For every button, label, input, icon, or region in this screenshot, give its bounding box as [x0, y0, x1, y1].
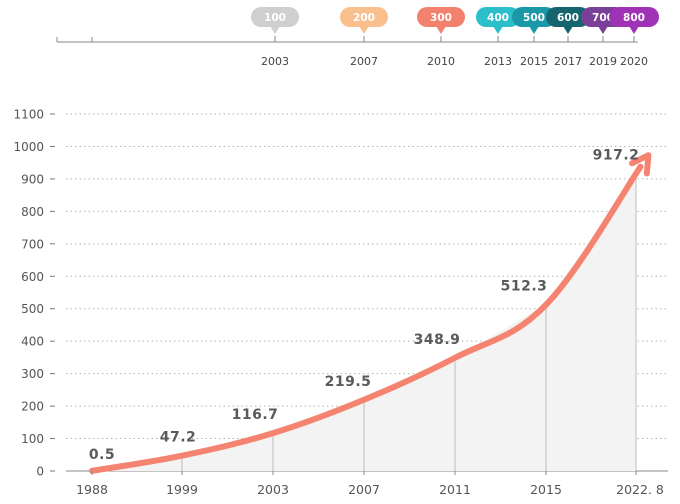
y-tick-label: 500	[21, 302, 44, 316]
data-point	[179, 453, 185, 459]
x-tick-label: 2007	[348, 482, 380, 497]
badge-pointer	[529, 26, 539, 34]
timeline-year: 2013	[484, 55, 512, 68]
data-label: 512.3	[501, 279, 548, 295]
data-label: 116.7	[232, 407, 279, 423]
x-tick-label: 2015	[530, 482, 562, 497]
badge-value: 200	[353, 12, 375, 24]
data-point	[633, 170, 639, 176]
badge-value: 400	[487, 12, 509, 24]
milestone-badge: 200	[340, 7, 388, 34]
y-tick-label: 200	[21, 400, 44, 414]
badge-value: 100	[264, 12, 286, 24]
timeline-year: 2010	[427, 55, 455, 68]
y-tick-label: 700	[21, 237, 44, 251]
y-tick-label: 100	[21, 432, 44, 446]
plot-area: 0.5 47.2 116.7 219.5 348.9 512.3 917.2 1988 1999…	[76, 147, 664, 497]
milestone-badge: 400	[476, 7, 520, 34]
timeline-year: 2019	[589, 55, 617, 68]
data-point	[89, 468, 95, 474]
badge-pointer	[493, 26, 503, 34]
x-tick-label: 1988	[76, 482, 108, 497]
x-tick-label: 1999	[166, 482, 198, 497]
data-label: 219.5	[325, 374, 372, 390]
y-tick-label: 600	[21, 270, 44, 284]
y-tick-label: 400	[21, 335, 44, 349]
badge-value: 300	[430, 12, 452, 24]
milestone-badge: 800	[609, 7, 659, 34]
y-tick-label: 1000	[13, 140, 44, 154]
badge-pill	[546, 7, 590, 27]
timeline: 100 2003 200 2007 300 2010 400 2013 500 2015 600 20…	[56, 7, 659, 68]
timeline-year: 2007	[350, 55, 378, 68]
milestone-badge: 300	[417, 7, 465, 34]
data-point	[452, 355, 458, 361]
milestone-badge: 600	[546, 7, 590, 34]
badge-pill	[512, 7, 556, 27]
timeline-year: 2017	[554, 55, 582, 68]
timeline-year: 2020	[620, 55, 648, 68]
badge-pointer	[270, 26, 280, 34]
milestone-badge: 500	[512, 7, 556, 34]
data-label: 47.2	[160, 430, 197, 446]
badge-pointer	[598, 26, 608, 34]
data-label: 0.5	[89, 447, 115, 463]
badge-value: 600	[557, 12, 579, 24]
y-tick-label: 1100	[13, 108, 44, 122]
data-label: 917.2	[593, 147, 640, 163]
x-tick-label: 2022. 8	[616, 482, 664, 497]
badge-pointer	[563, 26, 573, 34]
data-point	[543, 302, 549, 308]
badge-pill	[476, 7, 520, 27]
badge-pill	[417, 7, 465, 27]
data-point	[270, 430, 276, 436]
y-tick-label: 900	[21, 172, 44, 186]
x-tick-label: 2003	[257, 482, 289, 497]
badge-value: 800	[623, 12, 645, 24]
badge-pill	[340, 7, 388, 27]
data-point	[361, 397, 367, 403]
timeline-year: 2003	[261, 55, 289, 68]
area-fill	[92, 173, 636, 471]
y-tick-label: 800	[21, 205, 44, 219]
badge-value: 700	[592, 12, 614, 24]
data-label: 348.9	[414, 332, 461, 348]
badge-pointer	[436, 26, 446, 34]
badge-pointer	[629, 26, 639, 34]
badge-value: 500	[523, 12, 545, 24]
badge-pill	[251, 7, 299, 27]
arrow-head-icon	[628, 152, 652, 177]
x-tick-label: 2011	[439, 482, 471, 497]
y-tick-label: 300	[21, 367, 44, 381]
badge-pill	[609, 7, 659, 27]
y-tick-label: 0	[36, 465, 44, 479]
timeline-year: 2015	[520, 55, 548, 68]
milestone-badge: 100	[251, 7, 299, 34]
badge-pointer	[359, 26, 369, 34]
